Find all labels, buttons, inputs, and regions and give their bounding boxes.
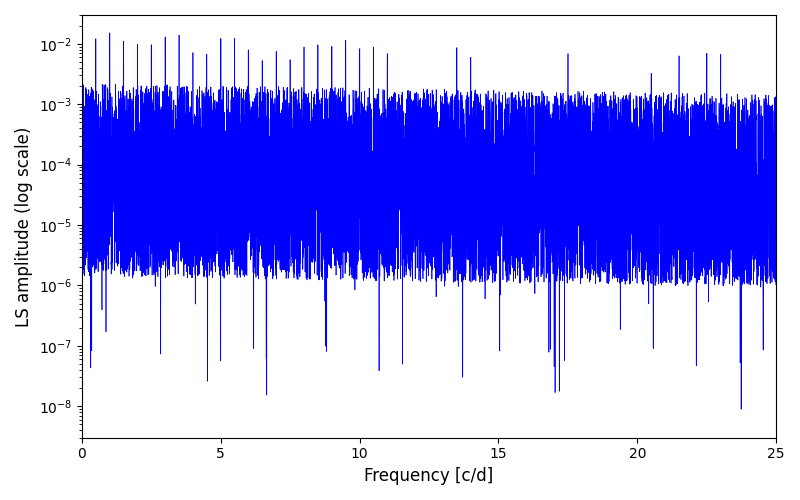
X-axis label: Frequency [c/d]: Frequency [c/d] bbox=[364, 467, 494, 485]
Y-axis label: LS amplitude (log scale): LS amplitude (log scale) bbox=[15, 126, 33, 326]
